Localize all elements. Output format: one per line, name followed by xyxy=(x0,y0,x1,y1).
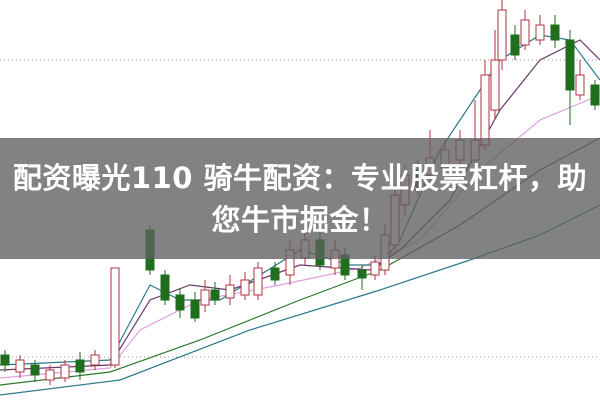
headline-overlay: 配资曝光110 骑牛配资：专业股票杠杆，助您牛市掘金！ xyxy=(0,138,600,259)
candle-body xyxy=(45,369,55,381)
candle-body xyxy=(370,261,380,276)
candle-body xyxy=(75,359,85,373)
candle-body xyxy=(110,267,120,366)
candle-body xyxy=(253,267,263,296)
candle-body xyxy=(225,284,235,299)
candle-body xyxy=(550,24,560,41)
candle-body xyxy=(160,274,170,301)
candle-body xyxy=(575,74,585,96)
candle-body xyxy=(240,279,250,296)
candle-body xyxy=(490,59,500,111)
candle-body xyxy=(210,289,220,301)
candle-body xyxy=(30,364,40,376)
candle-body xyxy=(60,364,70,379)
candle-body xyxy=(15,359,25,373)
headline-title: 配资曝光110 骑牛配资：专业股票杠杆，助您牛市掘金！ xyxy=(12,160,588,237)
candle-body xyxy=(0,354,10,366)
candle-body xyxy=(480,74,490,146)
candle-body xyxy=(535,24,545,41)
candle-body xyxy=(90,354,100,366)
candle-body xyxy=(497,9,507,61)
candle-body xyxy=(565,39,575,91)
moving-average-line xyxy=(0,34,600,366)
candle-body xyxy=(190,299,200,319)
candle-body xyxy=(520,19,530,46)
candle-body xyxy=(590,84,600,106)
candle-body xyxy=(357,269,367,279)
moving-average-line xyxy=(0,39,600,371)
candle-body xyxy=(200,289,210,306)
candle-body xyxy=(175,294,185,311)
candle-body xyxy=(270,267,280,281)
candle-body xyxy=(510,34,520,56)
